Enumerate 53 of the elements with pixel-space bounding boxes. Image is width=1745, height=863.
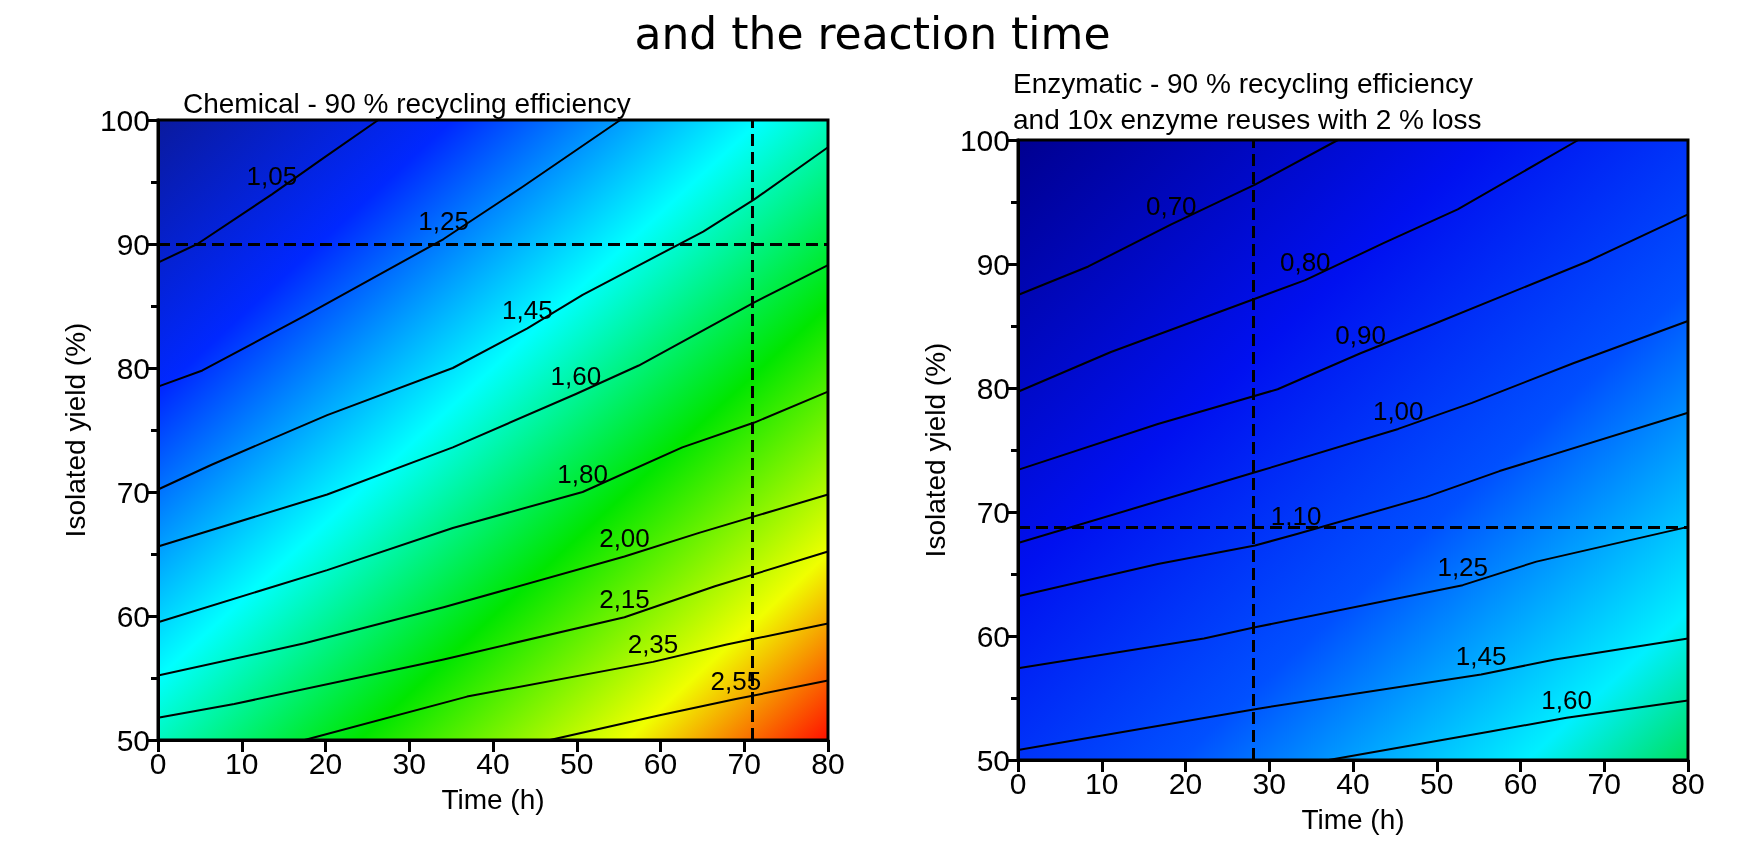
x-tick-label: 0	[149, 746, 167, 780]
y-tick-label: 70	[976, 495, 1010, 529]
x-tick-label: 60	[1503, 766, 1538, 800]
series-label: 0,90	[1335, 320, 1386, 351]
x-tick-label: 30	[392, 746, 426, 780]
x-tick-label: 30	[1252, 766, 1286, 800]
x-tick-label: 50	[1420, 766, 1454, 800]
x-tick-label: 20	[1168, 766, 1203, 800]
series-label: 2,35	[627, 628, 679, 659]
x-tick-label: 60	[643, 746, 678, 780]
x-tick-label: 80	[1671, 766, 1705, 800]
x-tick-label: 40	[476, 746, 510, 780]
series-label: 1,00	[1372, 395, 1424, 426]
series-label: 1,45	[502, 295, 553, 326]
series-label: 1,05	[246, 161, 298, 192]
y-tick-label: 100	[959, 123, 1010, 157]
series-label: 2,15	[599, 584, 650, 615]
x-tick-label: 70	[1587, 766, 1621, 800]
series-label: 1,10	[1270, 501, 1322, 532]
x-tick-label: 10	[1085, 766, 1119, 800]
y-tick-label: 100	[99, 103, 150, 137]
x-tick-label: 0	[1009, 766, 1027, 800]
x-tick-label: 10	[225, 746, 259, 780]
x-tick-label: 20	[308, 746, 343, 780]
series-label: 2,00	[599, 523, 650, 554]
y-tick-label: 60	[976, 619, 1010, 653]
x-axis-title: Time (h)	[441, 783, 545, 815]
series-label: 1,60	[1541, 684, 1592, 715]
x-tick-label: 70	[727, 746, 761, 780]
series-label: 2,55	[710, 666, 762, 697]
y-tick-label: 50	[116, 723, 150, 757]
y-tick-label: 90	[976, 247, 1010, 281]
series-label: 1,45	[1455, 641, 1507, 672]
series-label: 1,60	[550, 361, 602, 392]
chart-title: Enzymatic - 90 % recycling efficiency and 10x enzyme reuses with 2 % loss	[1013, 67, 1482, 135]
y-tick-label: 80	[116, 351, 150, 385]
series-label: 0,80	[1279, 247, 1331, 278]
x-tick-label: 50	[560, 746, 594, 780]
y-tick-label: 90	[116, 227, 150, 261]
y-tick-label: 70	[116, 475, 150, 509]
series-label: 1,25	[418, 206, 469, 237]
chart-title: Chemical - 90 % recycling efficiency	[183, 87, 631, 119]
y-tick-label: 80	[976, 371, 1010, 405]
x-tick-label: 80	[811, 746, 845, 780]
y-tick-label: 60	[116, 599, 150, 633]
y-axis-title: Isolated yield (%)	[919, 342, 951, 558]
text: and the reaction time	[633, 8, 1112, 60]
x-tick-label: 40	[1336, 766, 1370, 800]
series-label: 0,70	[1145, 191, 1197, 222]
y-axis-title: Isolated yield (%)	[59, 322, 91, 538]
series-label: 1,25	[1437, 552, 1489, 583]
series-label: 1,80	[557, 459, 608, 489]
x-axis-title: Time (h)	[1301, 803, 1405, 835]
